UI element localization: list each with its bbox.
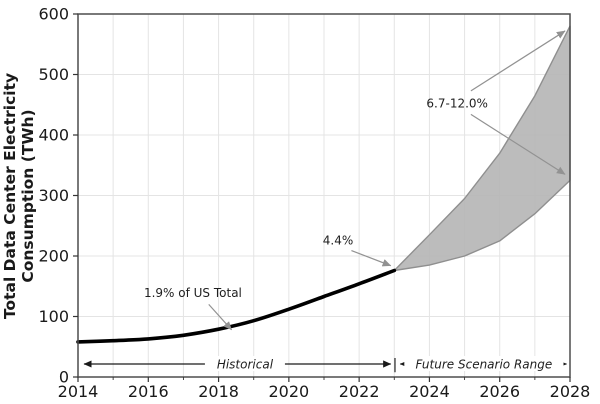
- y-tick-label: 300: [38, 186, 69, 205]
- x-tick-label: 2020: [268, 382, 309, 401]
- y-tick-label: 600: [38, 5, 69, 24]
- annotation-arrow: [470, 30, 566, 92]
- x-tick-label: 2018: [198, 382, 239, 401]
- y-axis-label-line2: Consumption (TWh): [19, 109, 37, 282]
- span-label-bg: [404, 355, 564, 371]
- annotation-range-2028: 6.7-12.0%: [426, 97, 488, 111]
- annotation-arrow: [351, 249, 392, 267]
- annotations: 1.9% of US Total 4.4% 6.7-12.0% Historical F…: [83, 30, 567, 373]
- span-label-bg: [204, 355, 285, 371]
- y-tick-label: 500: [38, 65, 69, 84]
- span-label-future-span: Future Scenario Range: [416, 357, 553, 371]
- y-tick-label: 0: [59, 368, 69, 387]
- span-divider: |: [393, 357, 398, 373]
- historical-line: [76, 268, 397, 344]
- annotation-growth-2023: 4.4%: [323, 233, 354, 247]
- annotation-us-share-2018: 1.9% of US Total: [144, 286, 242, 300]
- annotation-arrow: [208, 303, 233, 331]
- x-tick-label: 2028: [550, 382, 591, 401]
- span-label-historical-span: Historical: [217, 357, 274, 371]
- x-tick-label: 2022: [339, 382, 380, 401]
- future-range-band: [393, 25, 571, 272]
- annotation-arrow: [470, 113, 566, 175]
- y-tick-label: 100: [38, 307, 69, 326]
- x-tick-label: 2014: [58, 382, 99, 401]
- x-tick-label: 2024: [409, 382, 450, 401]
- historical-consumption-path: [76, 268, 397, 344]
- y-tick-label: 200: [38, 247, 69, 266]
- y-tick-label: 400: [38, 126, 69, 145]
- x-tick-label: 2026: [479, 382, 520, 401]
- future-range-polygon: [393, 25, 571, 272]
- y-axis-label-line1: Total Data Center Electricity: [1, 73, 19, 319]
- x-tick-label: 2016: [128, 382, 169, 401]
- axes: 0 100 200 300 400 500 600 2014 2016 2018 2020 2022 2…: [38, 5, 590, 402]
